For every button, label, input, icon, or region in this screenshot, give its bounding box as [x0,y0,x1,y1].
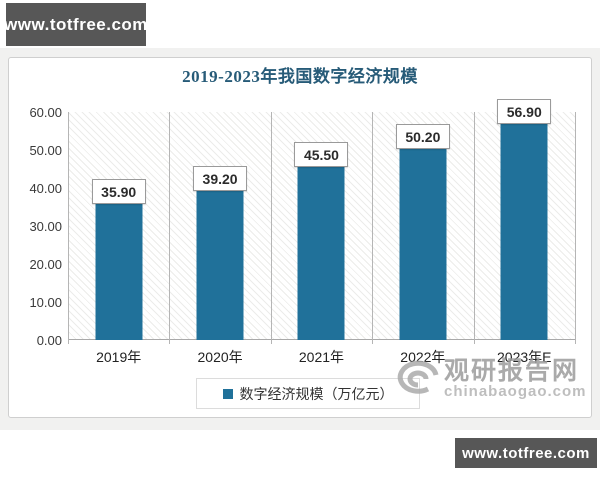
x-axis-tick [574,112,576,344]
x-label-2020: 2020年 [197,349,243,365]
bar-2020 [196,191,244,340]
x-axis: 2019年 2020年 2021年 2022年 2023年E [68,347,575,367]
x-axis-tick [473,112,475,344]
chart-legend: 数字经济规模（万亿元） [196,378,420,409]
y-tick-label: 40.00 [29,181,62,196]
y-tick-label: 30.00 [29,219,62,234]
bar-value-label: 35.90 [91,179,146,204]
totfree-watermark-bottom-label: www.totfree.com [462,444,590,462]
x-axis-tick [68,112,69,344]
y-tick-label: 20.00 [29,257,62,272]
bar-2019 [95,204,143,340]
bar-group: 50.20 [372,112,473,344]
bar-group: 39.20 [169,112,270,344]
y-tick-label: 10.00 [29,295,62,310]
totfree-watermark-top: www.totfree.com [4,3,148,46]
bar-2023e [500,124,548,340]
chart-title: 2019-2023年我国数字经济规模 [182,67,418,86]
bar-value-label: 39.20 [193,166,248,191]
bar-group: 35.90 [68,112,169,344]
legend-marker-icon [222,388,233,399]
totfree-watermark-bottom: www.totfree.com [455,438,597,468]
x-axis-tick [169,112,171,344]
bar-value-label: 56.90 [497,99,552,124]
x-label-2022: 2022年 [400,349,446,365]
bar-group: 45.50 [270,112,372,344]
x-axis-tick [372,112,374,344]
bar-value-label: 50.20 [395,124,450,149]
x-label-2023e: 2023年E [497,349,552,365]
plot-area: 35.90 39.20 45.50 50.20 56.90 [68,99,576,344]
bar-2021 [297,167,345,340]
y-tick-label: 50.00 [29,143,62,158]
bar-group: 56.90 [473,99,576,344]
y-tick-label: 0.00 [36,333,62,348]
bar-value-label: 45.50 [294,142,349,167]
legend-label: 数字经济规模（万亿元） [239,385,394,402]
bar-2022 [399,149,447,340]
x-label-2021: 2021年 [298,349,345,365]
totfree-watermark-top-label: www.totfree.com [4,14,148,34]
x-axis-tick [270,112,272,344]
y-tick-label: 60.00 [29,105,62,120]
x-label-2019: 2019年 [96,349,142,365]
